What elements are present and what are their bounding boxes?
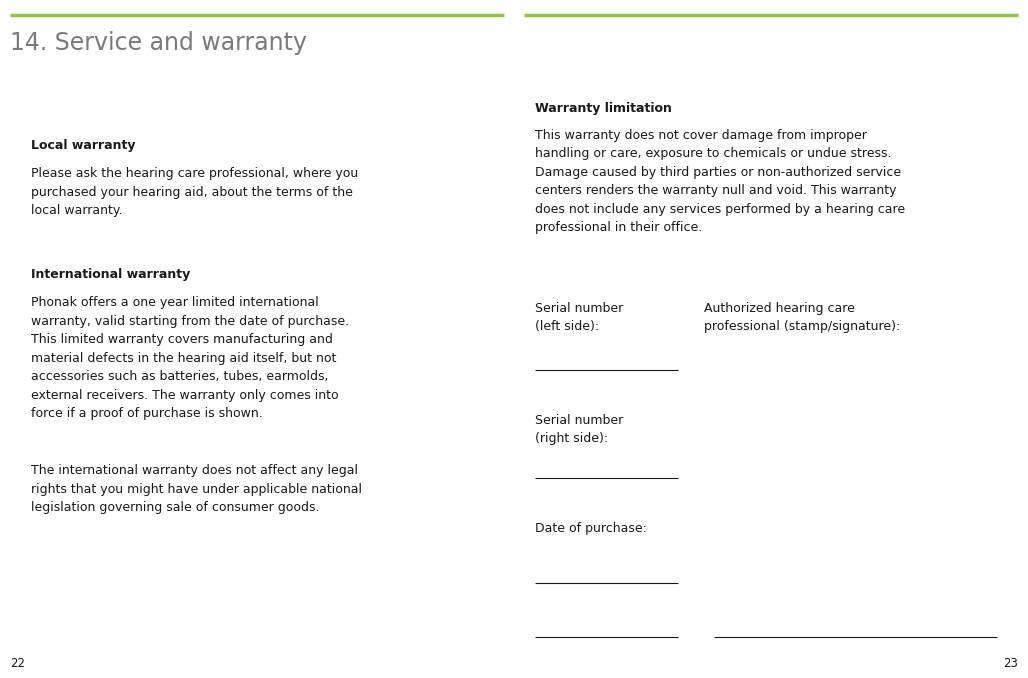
- Text: 14. Service and warranty: 14. Service and warranty: [10, 31, 307, 54]
- Text: The international warranty does not affect any legal
rights that you might have : The international warranty does not affe…: [31, 464, 362, 515]
- Text: Date of purchase:: Date of purchase:: [535, 522, 647, 535]
- Text: Authorized hearing care
professional (stamp/signature):: Authorized hearing care professional (st…: [704, 302, 901, 333]
- Text: Phonak offers a one year limited international
warranty, valid starting from the: Phonak offers a one year limited interna…: [31, 296, 348, 420]
- Text: International warranty: International warranty: [31, 268, 190, 281]
- Text: Serial number
(left side):: Serial number (left side):: [535, 302, 623, 333]
- Text: 23: 23: [1003, 657, 1018, 670]
- Text: Warranty limitation: Warranty limitation: [535, 102, 671, 115]
- Text: Serial number
(right side):: Serial number (right side):: [535, 414, 623, 445]
- Text: Local warranty: Local warranty: [31, 139, 136, 152]
- Text: 22: 22: [10, 657, 26, 670]
- Text: Please ask the hearing care professional, where you
purchased your hearing aid, : Please ask the hearing care professional…: [31, 167, 358, 218]
- Text: This warranty does not cover damage from improper
handling or care, exposure to : This warranty does not cover damage from…: [535, 129, 905, 235]
